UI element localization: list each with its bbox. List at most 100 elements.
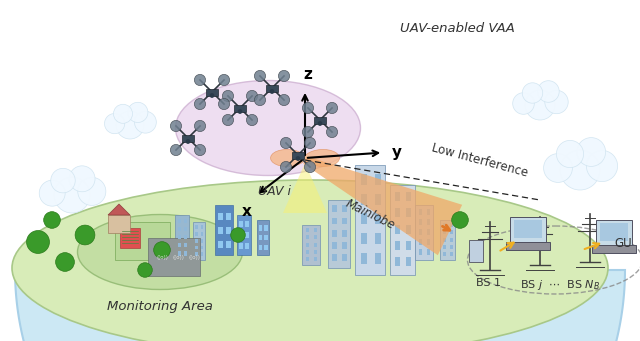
- Bar: [115, 222, 170, 260]
- Circle shape: [195, 120, 205, 132]
- Circle shape: [280, 137, 292, 149]
- Circle shape: [269, 89, 275, 94]
- Bar: [443, 238, 446, 242]
- Bar: [161, 250, 163, 256]
- Bar: [201, 225, 204, 229]
- Circle shape: [170, 120, 182, 132]
- Bar: [239, 243, 243, 249]
- Polygon shape: [15, 270, 625, 341]
- Bar: [443, 223, 446, 227]
- Bar: [226, 240, 231, 248]
- Bar: [266, 85, 278, 91]
- Circle shape: [538, 81, 559, 102]
- Circle shape: [116, 111, 144, 139]
- Text: Mainlobe: Mainlobe: [343, 197, 397, 233]
- Bar: [427, 219, 430, 225]
- Bar: [83, 235, 86, 242]
- Bar: [355, 165, 385, 275]
- Circle shape: [556, 140, 584, 167]
- Text: GU: GU: [614, 237, 632, 250]
- Circle shape: [78, 177, 106, 205]
- Circle shape: [195, 99, 205, 109]
- Bar: [201, 239, 204, 242]
- Ellipse shape: [77, 214, 243, 290]
- Bar: [120, 228, 140, 248]
- Ellipse shape: [12, 180, 608, 341]
- Polygon shape: [271, 149, 339, 166]
- Bar: [36, 242, 40, 251]
- Circle shape: [69, 166, 95, 192]
- Circle shape: [237, 109, 243, 114]
- Bar: [415, 205, 433, 260]
- Bar: [361, 253, 367, 264]
- Bar: [184, 235, 187, 239]
- Bar: [306, 257, 309, 261]
- Text: ((o)): ((o)): [188, 255, 200, 261]
- Bar: [306, 235, 309, 239]
- Circle shape: [317, 121, 323, 126]
- Bar: [51, 220, 54, 226]
- Bar: [342, 242, 347, 249]
- Bar: [427, 229, 430, 235]
- Bar: [450, 245, 452, 249]
- Bar: [195, 232, 198, 236]
- Bar: [469, 240, 483, 262]
- Bar: [184, 219, 187, 223]
- Circle shape: [246, 115, 258, 125]
- Bar: [175, 215, 189, 260]
- Bar: [195, 239, 198, 242]
- Circle shape: [218, 99, 230, 109]
- Bar: [592, 245, 636, 253]
- Bar: [314, 235, 317, 239]
- Circle shape: [278, 70, 290, 81]
- Bar: [406, 257, 412, 266]
- Bar: [314, 242, 317, 247]
- Text: UAV-enabled VAA: UAV-enabled VAA: [400, 22, 515, 35]
- Circle shape: [75, 225, 95, 245]
- Circle shape: [104, 114, 125, 134]
- Circle shape: [305, 137, 316, 149]
- Bar: [264, 225, 268, 231]
- Bar: [443, 245, 446, 249]
- Bar: [184, 243, 187, 248]
- Bar: [306, 228, 309, 232]
- Bar: [374, 233, 381, 244]
- Circle shape: [195, 74, 205, 86]
- Bar: [314, 228, 317, 232]
- Bar: [406, 192, 412, 201]
- Bar: [443, 231, 446, 234]
- Circle shape: [577, 138, 605, 166]
- Bar: [332, 254, 337, 261]
- Bar: [395, 241, 400, 250]
- Circle shape: [56, 253, 74, 271]
- Polygon shape: [108, 204, 130, 215]
- Bar: [257, 220, 269, 255]
- Bar: [314, 257, 317, 261]
- Bar: [342, 254, 347, 261]
- Circle shape: [513, 93, 534, 114]
- Bar: [361, 233, 367, 244]
- Circle shape: [222, 90, 234, 102]
- Bar: [239, 232, 243, 238]
- Bar: [239, 221, 243, 227]
- Circle shape: [51, 168, 76, 193]
- Text: BS 1: BS 1: [476, 278, 500, 288]
- Bar: [450, 223, 452, 227]
- Bar: [259, 245, 262, 250]
- Bar: [302, 225, 320, 265]
- Bar: [419, 249, 422, 254]
- Circle shape: [134, 111, 156, 133]
- Bar: [226, 226, 231, 234]
- Bar: [182, 134, 194, 142]
- Bar: [427, 239, 430, 244]
- Bar: [148, 238, 200, 276]
- Bar: [342, 205, 347, 212]
- Circle shape: [522, 83, 543, 103]
- Circle shape: [195, 145, 205, 155]
- Circle shape: [302, 127, 314, 138]
- Bar: [245, 221, 250, 227]
- Bar: [406, 225, 412, 234]
- Bar: [374, 213, 381, 224]
- Circle shape: [222, 115, 234, 125]
- Bar: [361, 174, 367, 185]
